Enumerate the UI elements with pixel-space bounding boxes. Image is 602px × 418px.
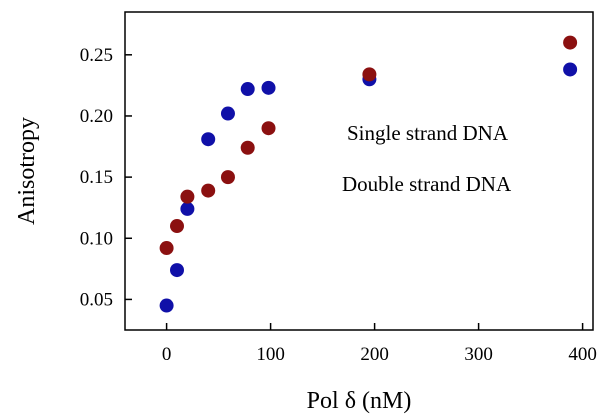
single-strand-point bbox=[170, 263, 184, 278]
x-axis-title: Pol δ (nM) bbox=[307, 388, 412, 414]
double-strand-point bbox=[170, 219, 184, 234]
y-axis: 0.05 0.10 0.15 0.20 0.25 bbox=[80, 45, 132, 310]
legend-double-strand: Double strand DNA bbox=[342, 172, 512, 196]
legend-single-strand: Single strand DNA bbox=[347, 121, 509, 145]
single-strand-point bbox=[261, 80, 276, 95]
y-tick-label: 0.25 bbox=[80, 45, 113, 66]
data-points bbox=[159, 35, 578, 313]
single-strand-point bbox=[201, 132, 216, 147]
y-axis-title: Anisotropy bbox=[14, 117, 40, 225]
x-tick-label: 300 bbox=[464, 344, 493, 365]
x-tick-label: 100 bbox=[256, 344, 285, 365]
double-strand-point bbox=[240, 140, 255, 155]
single-strand-point bbox=[563, 62, 578, 77]
double-strand-point bbox=[180, 189, 195, 204]
double-strand-point bbox=[261, 121, 276, 136]
single-strand-point bbox=[180, 201, 195, 216]
y-tick-label: 0.15 bbox=[80, 167, 113, 188]
double-strand-point bbox=[220, 170, 235, 185]
single-strand-point bbox=[240, 82, 255, 97]
y-tick-label: 0.10 bbox=[80, 228, 113, 249]
x-tick-label: 200 bbox=[360, 344, 389, 365]
double-strand-point bbox=[563, 35, 578, 50]
y-tick-label: 0.05 bbox=[80, 289, 113, 310]
x-tick-label: 0 bbox=[162, 344, 172, 365]
plot-frame bbox=[124, 11, 594, 331]
x-tick-label: 400 bbox=[568, 344, 597, 365]
double-strand-point bbox=[362, 67, 377, 82]
double-strand-point bbox=[201, 183, 216, 198]
x-axis: 0 100 200 300 400 bbox=[162, 323, 597, 365]
single-strand-point bbox=[159, 298, 174, 313]
single-strand-point bbox=[220, 106, 235, 121]
y-tick-label: 0.20 bbox=[80, 106, 113, 127]
double-strand-point bbox=[159, 241, 174, 256]
